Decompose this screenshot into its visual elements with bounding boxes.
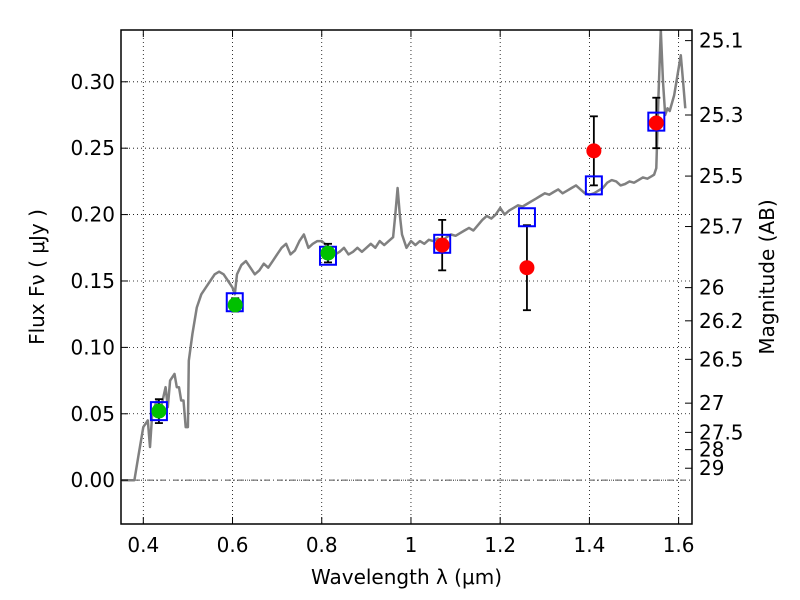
x-tick-label: 1.2 (484, 533, 516, 557)
observed-point (519, 260, 535, 276)
observed-point (648, 115, 664, 131)
errorbar-layer (154, 96, 661, 424)
x-tick-label: 1 (405, 533, 418, 557)
mag-tick-label: 27.5 (699, 420, 744, 444)
mag-tick-label: 25.7 (699, 215, 744, 239)
y-tick-label: 0.05 (70, 402, 115, 426)
model-photometry-square (584, 175, 603, 196)
marker-layer (149, 111, 666, 422)
mag-tick-label: 26 (699, 276, 724, 300)
mag-tick-label: 26.2 (699, 309, 744, 333)
model-photometry-square (517, 207, 536, 228)
x-tick-label: 0.8 (306, 533, 338, 557)
y-axis-label: Flux Fν ( μJy ) (25, 209, 49, 345)
observed-point (227, 297, 243, 313)
y-tick-label: 0.00 (70, 468, 115, 492)
grid (121, 30, 692, 524)
observed-point (151, 403, 167, 419)
x-tick-label: 0.6 (217, 533, 249, 557)
x-axis-label: Wavelength λ (μm) (311, 565, 502, 589)
y-tick-label: 0.15 (70, 269, 115, 293)
plot-frame (120, 29, 693, 525)
y-tick-label: 0.25 (70, 136, 115, 160)
spectrum-line (121, 30, 687, 482)
y-tick-label: 0.30 (70, 70, 115, 94)
model-photometry-square (647, 111, 666, 132)
model-photometry-square (433, 233, 452, 254)
x-tick-label: 1.6 (663, 533, 695, 557)
x-tick-label: 1.4 (573, 533, 605, 557)
x-tick-label: 0.4 (127, 533, 159, 557)
mag-tick-label: 26.5 (699, 347, 744, 371)
mag-tick-label: 25.3 (699, 103, 744, 127)
spectrum-layer (121, 30, 687, 482)
mag-tick-label: 27 (699, 391, 724, 415)
axis-ticks: 0.4 0.6 0.8 1 1.2 1.4 1.6 0.00 0.05 0.10 0.15 0.20 0… (70, 29, 743, 557)
model-photometry-square (149, 401, 168, 422)
observed-point (434, 237, 450, 253)
mag-tick-label: 25.5 (699, 164, 744, 188)
mag-tick-label: 28 (699, 438, 724, 462)
y-tick-label: 0.20 (70, 203, 115, 227)
y-tick-label: 0.10 (70, 335, 115, 359)
observed-point (320, 245, 336, 261)
observed-point (586, 143, 602, 159)
mag-tick-label: 29 (699, 456, 724, 480)
right-axis-label: Magnitude (AB) (755, 199, 779, 354)
mag-tick-label: 25.1 (699, 29, 744, 53)
